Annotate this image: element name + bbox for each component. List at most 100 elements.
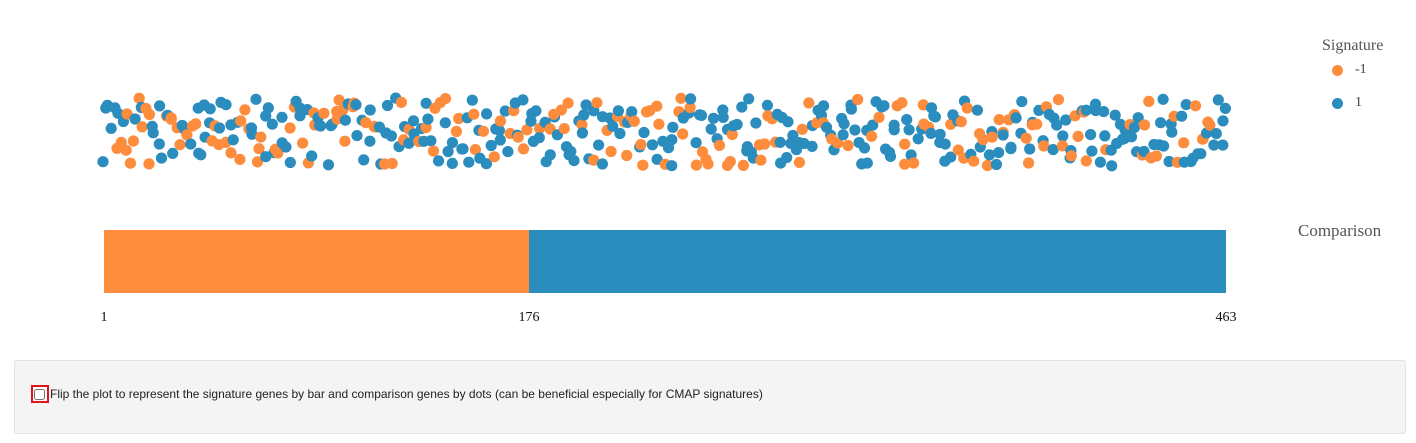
data-point[interactable] bbox=[781, 152, 793, 164]
data-point[interactable] bbox=[407, 115, 420, 127]
data-point[interactable] bbox=[262, 102, 274, 114]
data-point[interactable] bbox=[181, 129, 193, 141]
data-point[interactable] bbox=[155, 152, 168, 164]
data-point[interactable] bbox=[420, 121, 432, 134]
data-point[interactable] bbox=[521, 124, 533, 136]
data-point[interactable] bbox=[555, 104, 567, 116]
data-point[interactable] bbox=[517, 143, 530, 155]
data-point[interactable] bbox=[896, 97, 908, 109]
data-point[interactable] bbox=[675, 92, 687, 104]
data-point[interactable] bbox=[481, 108, 493, 120]
data-point[interactable] bbox=[133, 92, 145, 104]
data-point[interactable] bbox=[861, 157, 873, 169]
data-point[interactable] bbox=[666, 134, 678, 146]
data-point[interactable] bbox=[165, 113, 177, 125]
data-point[interactable] bbox=[322, 159, 335, 171]
data-point[interactable] bbox=[605, 145, 617, 158]
bar-segment[interactable] bbox=[104, 230, 529, 293]
data-point[interactable] bbox=[127, 135, 139, 147]
data-point[interactable] bbox=[782, 116, 794, 128]
data-point[interactable] bbox=[174, 139, 186, 151]
data-point[interactable] bbox=[1024, 143, 1036, 155]
data-point[interactable] bbox=[294, 110, 306, 122]
data-point[interactable] bbox=[204, 103, 216, 115]
data-point[interactable] bbox=[666, 160, 678, 172]
data-point[interactable] bbox=[724, 156, 736, 168]
data-point[interactable] bbox=[318, 107, 330, 119]
data-point[interactable] bbox=[1080, 155, 1092, 167]
data-point[interactable] bbox=[1072, 130, 1084, 142]
data-point[interactable] bbox=[442, 145, 454, 158]
data-point[interactable] bbox=[446, 137, 458, 149]
data-point[interactable] bbox=[925, 127, 937, 139]
data-point[interactable] bbox=[637, 159, 649, 171]
data-point[interactable] bbox=[837, 129, 849, 141]
data-point[interactable] bbox=[1212, 94, 1224, 106]
data-point[interactable] bbox=[1178, 137, 1190, 149]
data-point[interactable] bbox=[112, 107, 124, 119]
data-point[interactable] bbox=[1208, 139, 1220, 151]
data-point[interactable] bbox=[635, 139, 647, 151]
data-point[interactable] bbox=[596, 158, 609, 170]
data-point[interactable] bbox=[1098, 106, 1110, 118]
data-point[interactable] bbox=[450, 125, 462, 138]
data-point[interactable] bbox=[533, 132, 545, 144]
data-point[interactable] bbox=[190, 118, 202, 130]
data-point[interactable] bbox=[124, 157, 136, 169]
data-point[interactable] bbox=[395, 96, 407, 108]
data-point[interactable] bbox=[195, 149, 207, 161]
data-point[interactable] bbox=[755, 154, 767, 166]
data-point[interactable] bbox=[1189, 100, 1202, 112]
data-point[interactable] bbox=[1166, 126, 1178, 138]
data-point[interactable] bbox=[626, 106, 638, 118]
data-point[interactable] bbox=[420, 97, 432, 109]
data-point[interactable] bbox=[929, 111, 942, 123]
data-point[interactable] bbox=[961, 102, 973, 114]
data-point[interactable] bbox=[485, 139, 497, 152]
data-point[interactable] bbox=[468, 108, 480, 120]
data-point[interactable] bbox=[578, 109, 590, 121]
data-point[interactable] bbox=[1150, 150, 1162, 162]
data-point[interactable] bbox=[364, 104, 376, 116]
data-point[interactable] bbox=[1016, 96, 1028, 108]
data-point[interactable] bbox=[512, 131, 524, 143]
data-point[interactable] bbox=[983, 149, 996, 161]
data-point[interactable] bbox=[1080, 104, 1092, 116]
data-point[interactable] bbox=[562, 97, 574, 109]
data-point[interactable] bbox=[239, 104, 251, 116]
data-point[interactable] bbox=[737, 159, 750, 171]
data-point[interactable] bbox=[858, 142, 871, 154]
data-point[interactable] bbox=[1176, 110, 1188, 122]
data-point[interactable] bbox=[806, 140, 818, 152]
data-point[interactable] bbox=[901, 114, 913, 126]
data-point[interactable] bbox=[121, 108, 133, 120]
data-point[interactable] bbox=[477, 125, 489, 137]
data-point[interactable] bbox=[576, 119, 588, 131]
legend-item-pos[interactable]: 1 bbox=[1332, 95, 1362, 111]
data-point[interactable] bbox=[1005, 143, 1017, 155]
data-point[interactable] bbox=[945, 151, 957, 163]
data-point[interactable] bbox=[143, 158, 155, 170]
data-point[interactable] bbox=[502, 146, 514, 158]
data-point[interactable] bbox=[255, 131, 267, 143]
data-point[interactable] bbox=[899, 138, 911, 150]
data-point[interactable] bbox=[494, 115, 507, 127]
data-point[interactable] bbox=[576, 127, 589, 139]
data-point[interactable] bbox=[990, 158, 1003, 171]
data-point[interactable] bbox=[1217, 115, 1229, 127]
data-point[interactable] bbox=[677, 128, 689, 140]
data-point[interactable] bbox=[315, 120, 327, 132]
data-point[interactable] bbox=[1195, 148, 1207, 160]
data-point[interactable] bbox=[1052, 94, 1065, 106]
data-point[interactable] bbox=[849, 124, 861, 136]
data-point[interactable] bbox=[1163, 155, 1175, 168]
data-point[interactable] bbox=[253, 143, 265, 155]
data-point[interactable] bbox=[702, 158, 714, 170]
data-point[interactable] bbox=[1138, 119, 1151, 131]
data-point[interactable] bbox=[971, 104, 984, 116]
data-point[interactable] bbox=[1099, 130, 1111, 142]
data-point[interactable] bbox=[1094, 156, 1106, 168]
data-point[interactable] bbox=[446, 157, 458, 169]
data-point[interactable] bbox=[129, 113, 141, 125]
data-point[interactable] bbox=[488, 151, 500, 163]
